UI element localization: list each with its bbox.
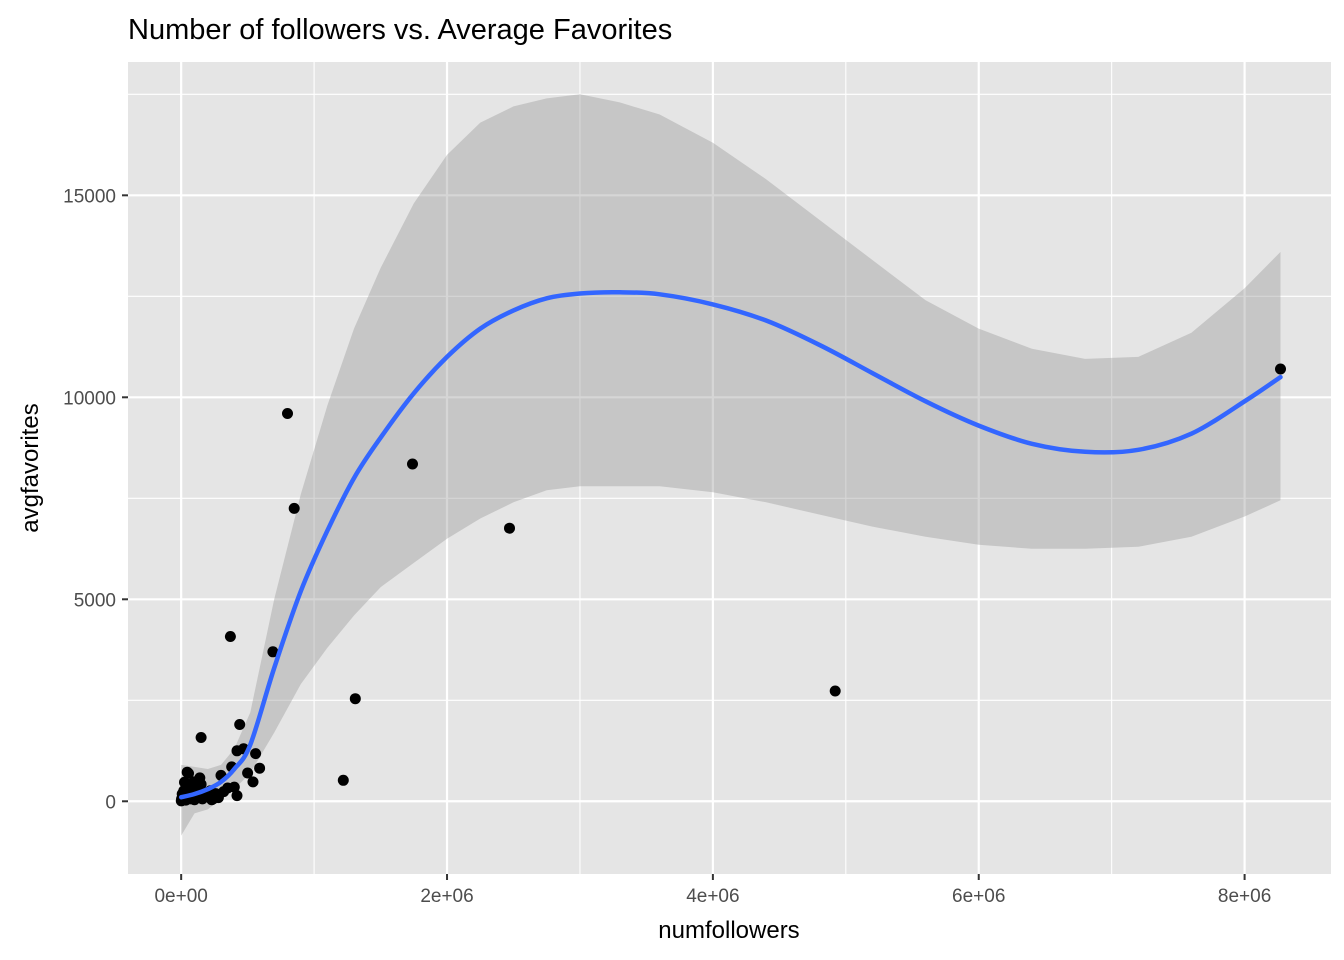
data-point [288,502,300,514]
y-tick-label: 5000 [74,590,116,611]
data-point [1275,363,1286,375]
chart-title: Number of followers vs. Average Favorite… [128,14,672,46]
data-point [242,767,254,779]
data-point [250,748,262,760]
y-tick-label: 10000 [63,388,116,409]
data-point [407,458,418,470]
y-axis-title: avgfavorites [17,403,44,532]
x-axis: 0e+00 2e+06 4e+06 6e+06 8e+06 [154,874,1271,907]
data-point [231,745,243,757]
confidence-band [181,94,1281,836]
y-tick-label: 0 [105,792,116,813]
x-tick-label: 8e+06 [1218,886,1271,907]
data-point [179,776,190,788]
x-axis-title: numfollowers [658,917,799,944]
y-axis: 0 5000 10000 15000 [63,186,128,813]
minor-gridlines [128,62,1331,874]
x-tick-label: 6e+06 [952,886,1005,907]
data-point [224,631,236,642]
data-point [234,719,246,730]
data-point [254,762,266,774]
major-gridlines [128,62,1331,874]
data-point [504,522,515,534]
y-tick-label: 15000 [63,186,116,207]
data-point [247,776,259,788]
data-point [231,790,243,802]
plot-panel [128,62,1331,874]
x-tick-label: 4e+06 [686,886,739,907]
data-point [349,693,361,705]
data-point [181,766,193,778]
data-point [267,646,279,658]
data-point [829,685,841,697]
x-tick-label: 0e+00 [154,886,207,907]
x-tick-label: 2e+06 [420,886,473,907]
data-point [337,774,349,786]
smooth-line [178,290,1283,800]
data-point [195,732,207,743]
data-point [282,408,293,419]
confidence-band-area [181,94,1281,836]
smooth-fit-line [178,290,1283,800]
